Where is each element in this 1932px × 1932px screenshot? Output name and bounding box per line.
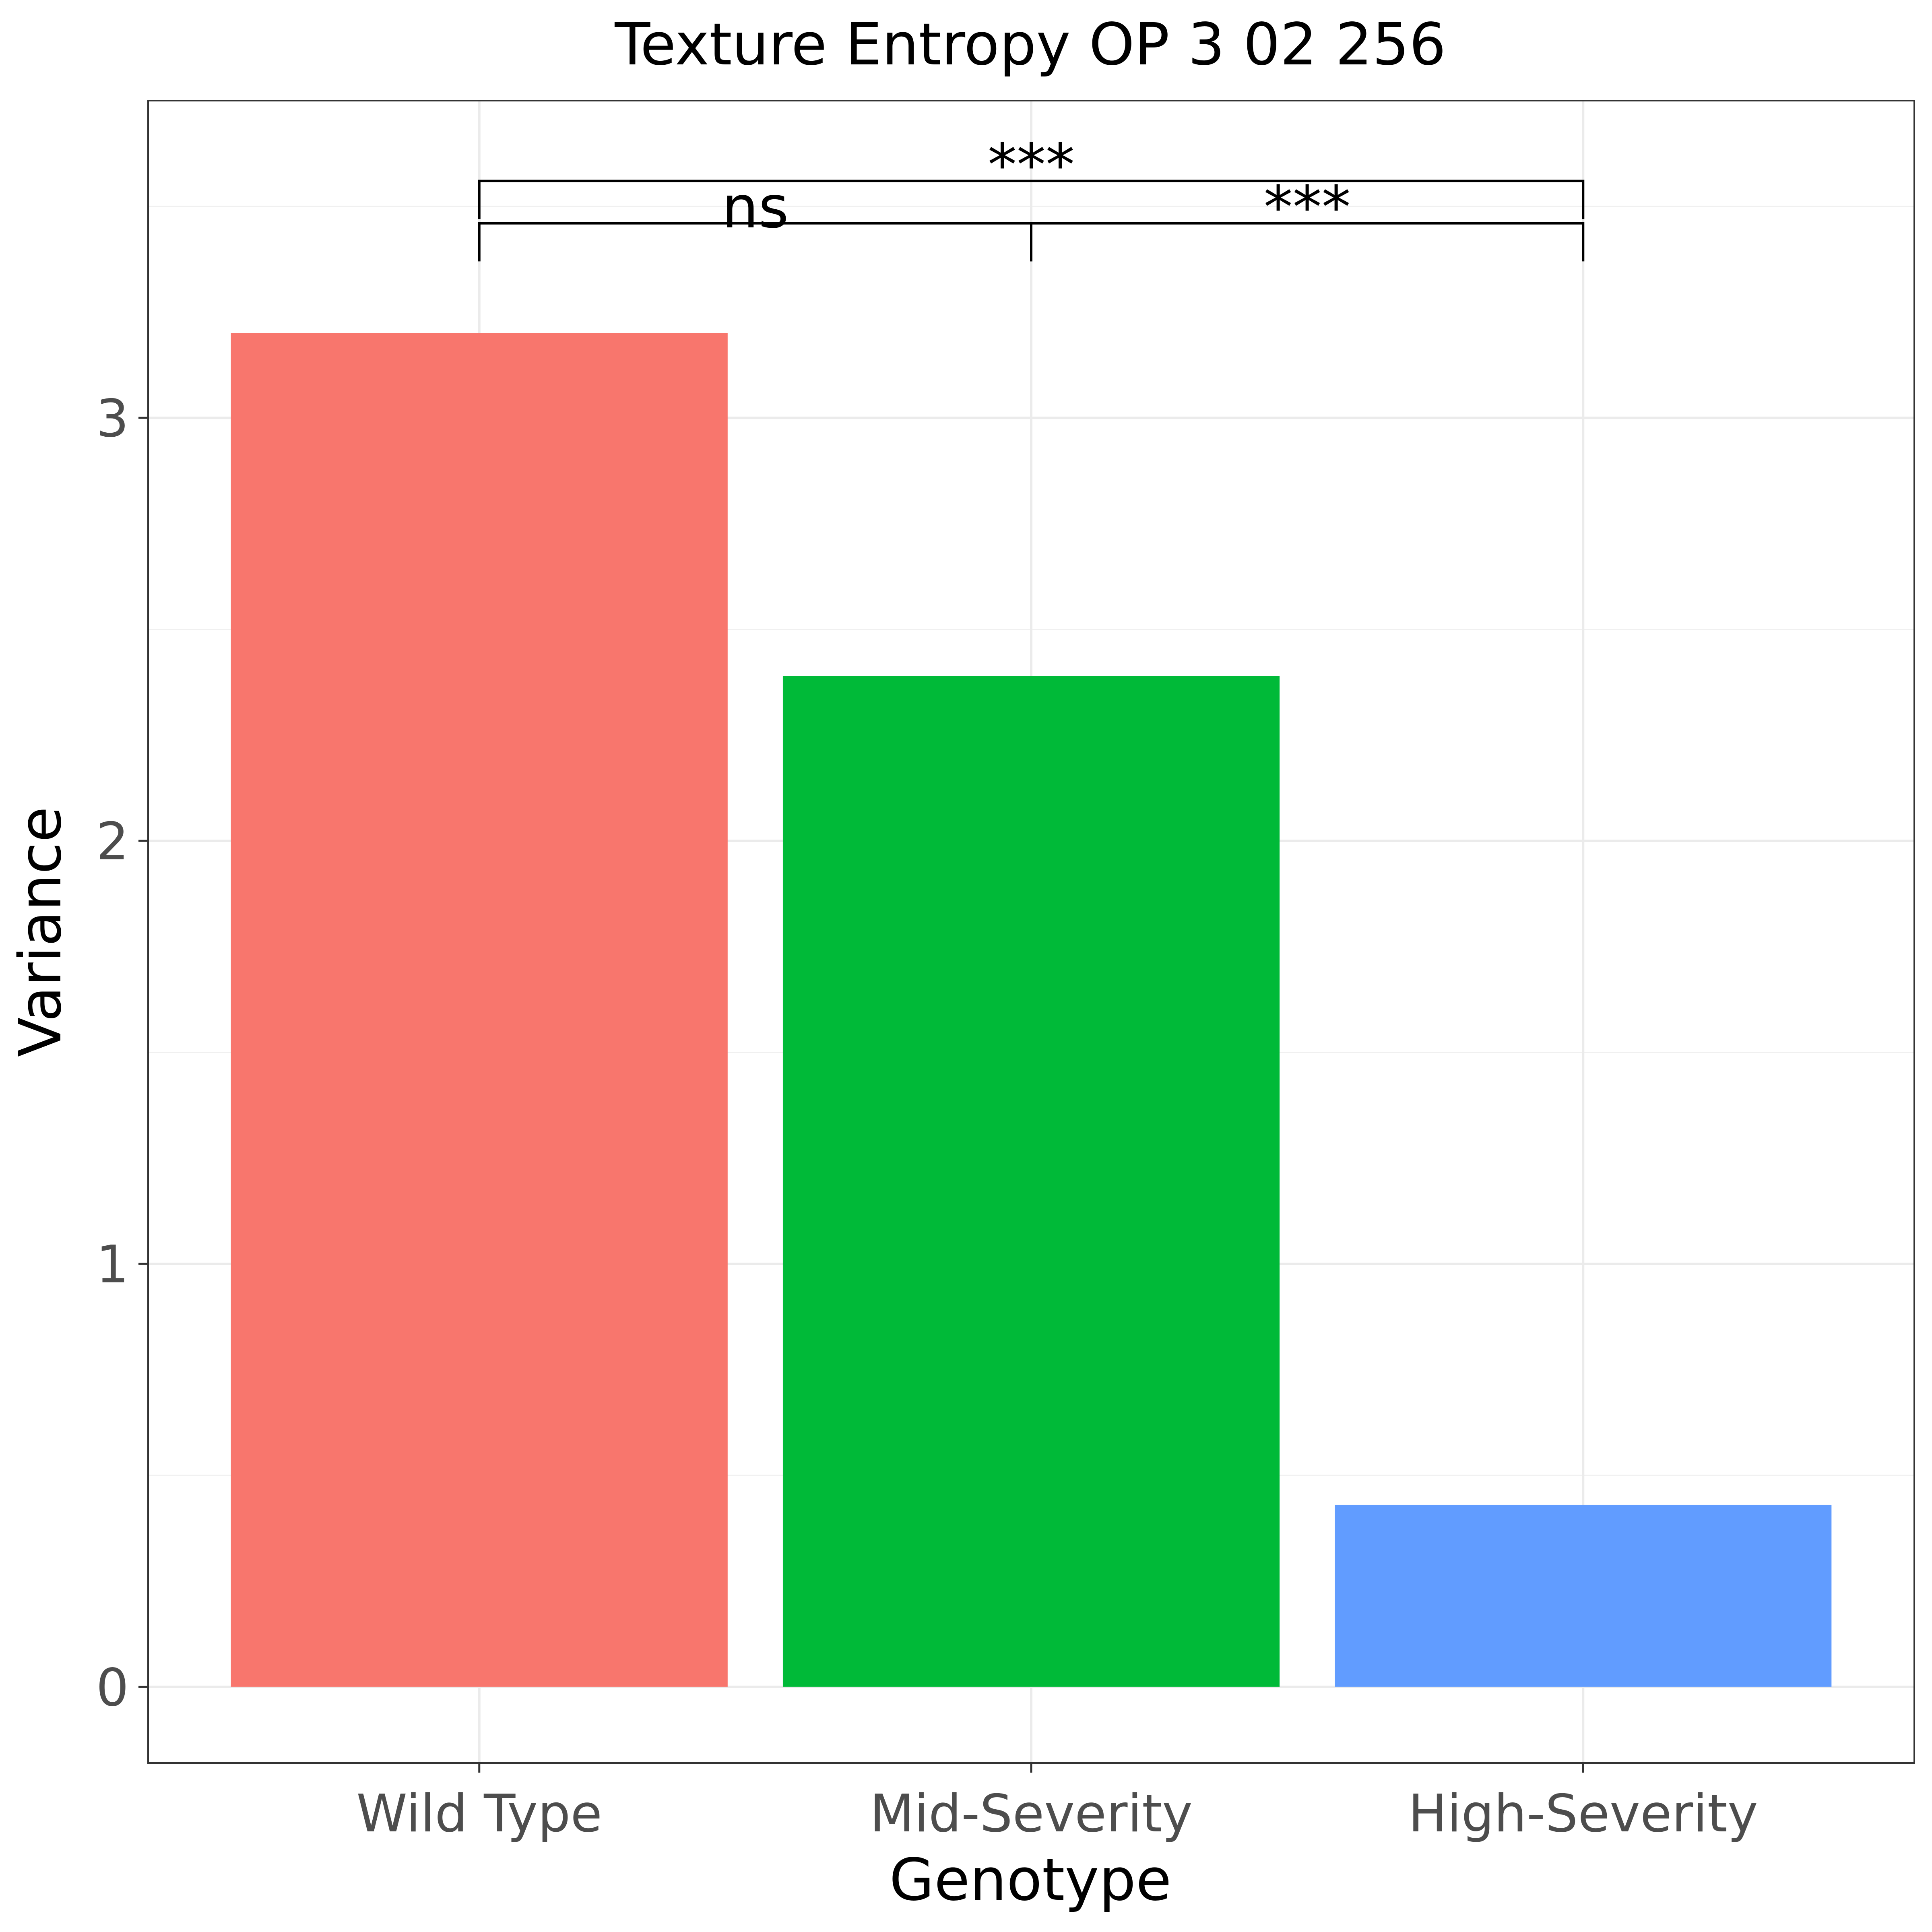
significance-label: ns xyxy=(722,173,788,241)
axes: 0 1 2 3 Wild Type Mid-Severity High-Severity xyxy=(96,389,1758,1844)
significance-label: *** xyxy=(1264,173,1351,241)
x-tick-label: High-Severity xyxy=(1408,1784,1758,1844)
y-tick-label: 2 xyxy=(96,812,129,872)
bar-wild-type xyxy=(231,333,728,1687)
significance-bracket xyxy=(1030,222,1585,262)
significance-brackets: ns *** *** xyxy=(478,131,1585,262)
y-tick-label: 3 xyxy=(96,389,129,449)
bars xyxy=(231,333,1832,1687)
chart-title: Texture Entropy OP 3 02 256 xyxy=(614,10,1446,78)
x-axis-title: Genotype xyxy=(889,1846,1171,1913)
x-tick-label: Wild Type xyxy=(356,1784,602,1844)
significance-bracket xyxy=(478,180,1585,219)
significance-label: *** xyxy=(988,131,1075,199)
bar-high-severity xyxy=(1335,1505,1832,1687)
y-tick-label: 1 xyxy=(96,1235,129,1295)
bar-mid-severity xyxy=(782,676,1280,1687)
y-tick-label: 0 xyxy=(96,1658,129,1718)
x-tick-label: Mid-Severity xyxy=(870,1784,1193,1844)
y-axis-title: Variance xyxy=(6,807,74,1057)
